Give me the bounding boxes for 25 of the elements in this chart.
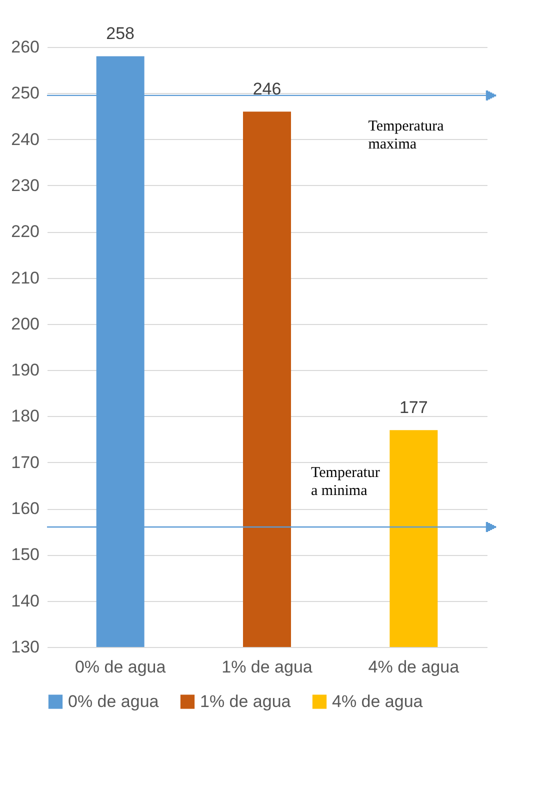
ref-line-label: Temperatura maxima [368, 118, 444, 152]
legend-label: 1% de agua [200, 692, 292, 711]
data-label: 246 [252, 80, 282, 99]
y-tick-label: 160 [11, 499, 40, 518]
y-tick-label: 210 [11, 268, 40, 288]
x-tick-label: 0% de agua [74, 658, 166, 676]
y-tick-label: 230 [11, 176, 40, 195]
x-tick-label: 1% de agua [222, 658, 313, 676]
data-label: 177 [399, 398, 428, 418]
y-tick-label: 240 [11, 130, 40, 149]
y-tick-label: 130 [11, 638, 40, 656]
y-tick-label: 150 [11, 545, 40, 564]
data-label: 258 [106, 24, 135, 44]
y-tick-label: 250 [11, 84, 40, 103]
y-tick-label: 200 [11, 314, 40, 334]
ref-line-label: Temperatur a minima [311, 465, 380, 499]
legend-label: 4% de agua [332, 692, 424, 711]
y-tick-label: 140 [11, 591, 40, 610]
y-tick-label: 190 [11, 360, 40, 380]
y-tick-label: 170 [11, 452, 40, 472]
y-tick-label: 220 [11, 222, 40, 242]
legend-label: 0% de agua [68, 692, 160, 711]
y-tick-label: 260 [11, 38, 40, 56]
y-tick-label: 180 [11, 406, 40, 426]
x-tick-label: 4% de agua [368, 658, 460, 676]
